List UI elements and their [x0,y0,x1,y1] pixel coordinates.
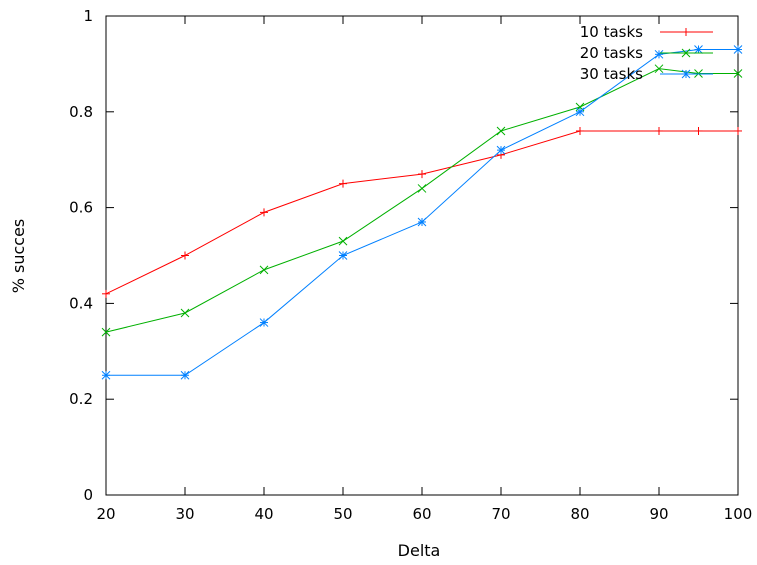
y-tick-label: 0.2 [69,390,93,408]
legend-label: 20 tasks [580,44,643,62]
data-point [575,107,585,117]
legend-label: 10 tasks [580,23,643,41]
plot-border [105,15,739,496]
x-tick-label: 70 [491,505,510,523]
data-point [259,318,269,327]
data-point [417,217,427,227]
y-tick-label: 0.8 [69,103,93,121]
data-point [338,236,348,246]
series-layer [101,45,743,380]
x-tick-label: 30 [175,505,194,523]
data-point [101,370,111,380]
data-point [339,179,347,188]
y-tick-label: 0 [83,486,93,504]
legend-marker [682,28,690,36]
legend-marker [681,69,691,79]
y-tick-label: 0.6 [69,199,93,217]
data-point [734,126,742,135]
x-tick-label: 60 [412,505,431,523]
data-point [259,265,269,275]
data-point [180,370,190,380]
series-3 [101,45,743,380]
x-tick-label: 50 [333,505,352,523]
data-point [417,184,427,193]
y-tick-label: 0.4 [69,294,93,312]
data-point [733,45,743,54]
x-tick-label: 40 [254,505,273,523]
data-point [694,45,703,54]
plot-frame [105,15,739,496]
data-point [260,208,268,217]
y-axis-label: % succes [9,219,28,294]
series-line [105,68,738,333]
data-point [655,126,663,135]
x-tick-label: 100 [724,505,753,523]
x-axis-label: Delta [398,541,441,560]
legend-label: 30 tasks [580,65,643,83]
data-point [101,327,111,337]
data-point [694,69,703,78]
data-point [654,64,664,74]
legend: 10 tasks 20 tasks 30 tasks [580,23,713,83]
data-point [733,69,743,78]
series-line [106,49,738,376]
data-point [694,126,703,135]
data-point [180,308,190,318]
data-point [496,145,506,155]
x-tick-label: 80 [570,505,589,523]
y-axis: 0 0.2 0.4 0.6 0.8 1 [69,7,738,504]
data-point [496,126,506,136]
x-tick-label: 90 [649,505,668,523]
series-2 [101,64,743,337]
x-tick-label: 20 [96,505,115,523]
legend-marker [681,48,691,58]
data-point [181,251,189,260]
data-point [102,289,110,298]
data-point [654,49,664,59]
series-line [105,130,738,295]
data-point [576,126,584,135]
x-axis: 20 30 40 50 60 70 80 90 100 [96,16,752,523]
data-point [418,170,426,179]
series-1 [102,126,742,298]
data-point [338,251,348,260]
y-tick-label: 1 [83,7,93,25]
